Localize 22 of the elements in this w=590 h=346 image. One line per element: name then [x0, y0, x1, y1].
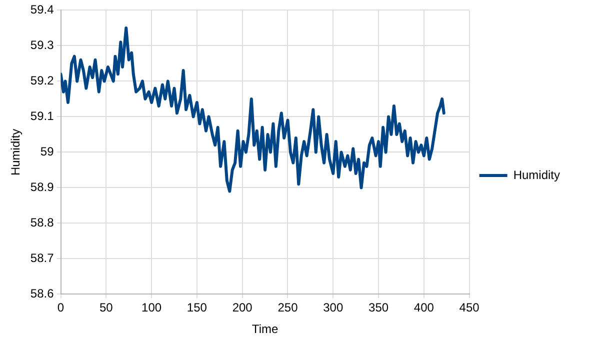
x-tick-label: 400 [414, 300, 434, 315]
x-axis-title: Time [252, 322, 278, 336]
x-tick-label: 200 [232, 300, 253, 315]
legend-label: Humidity [513, 168, 560, 182]
x-tick-label: 450 [459, 300, 480, 315]
x-tick-label: 150 [186, 300, 208, 315]
x-tick-label: 50 [99, 300, 114, 315]
y-tick-label: 58.9 [30, 180, 54, 194]
y-tick-label: 59.1 [30, 109, 54, 124]
y-tick-label: 59 [40, 144, 54, 159]
y-tick-label: 58.7 [30, 251, 54, 266]
x-tick-label: 250 [278, 300, 298, 315]
x-tick-label: 0 [57, 300, 64, 315]
y-axis-title: Humidity [8, 128, 23, 176]
y-tick-label: 58.8 [30, 216, 54, 230]
x-tick-label: 350 [368, 300, 389, 315]
y-tick-label: 59.2 [30, 74, 54, 88]
y-tick-label: 59.4 [30, 2, 54, 17]
x-tick-label: 300 [323, 300, 344, 315]
y-tick-label: 58.6 [30, 286, 54, 301]
y-tick-label: 59.3 [30, 38, 54, 52]
x-tick-label: 100 [142, 300, 162, 315]
